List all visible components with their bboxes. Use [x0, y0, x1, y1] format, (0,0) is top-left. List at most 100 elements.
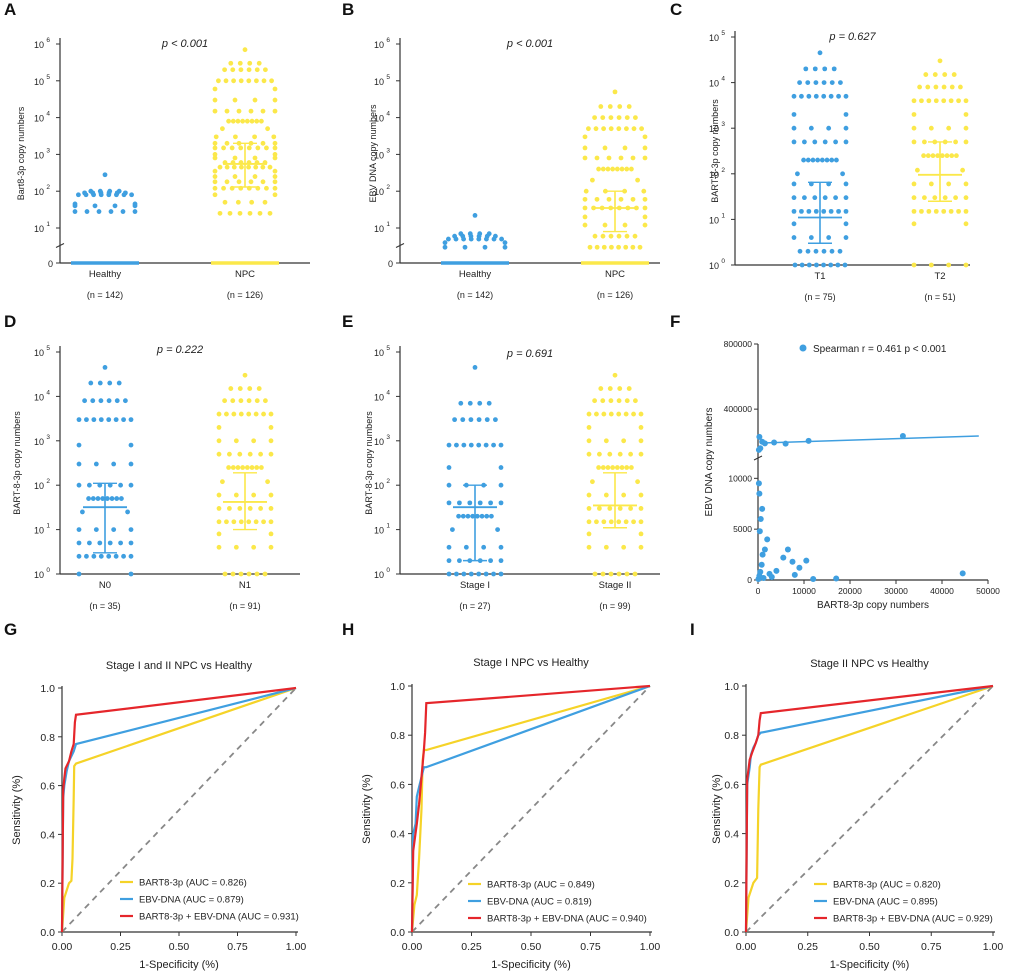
data-point — [810, 157, 816, 163]
data-point — [759, 505, 766, 512]
data-point — [116, 380, 122, 386]
data-point — [582, 222, 588, 228]
data-point — [224, 164, 230, 170]
y-tick-exponent: 1 — [46, 523, 50, 530]
y-tick-label: 10 — [374, 392, 384, 402]
data-point — [72, 209, 78, 214]
data-point — [251, 544, 257, 550]
x-tick-label: 1.00 — [286, 941, 307, 953]
data-point — [624, 166, 630, 172]
data-point — [799, 208, 804, 214]
legend-marker — [799, 344, 807, 352]
data-point — [614, 465, 620, 470]
data-point — [586, 451, 592, 457]
chart-title: Stage II NPC vs Healthy — [810, 658, 929, 670]
data-point — [488, 558, 493, 564]
panel-label-a: A — [4, 0, 17, 19]
data-point — [843, 112, 849, 117]
data-point — [797, 248, 803, 254]
roc-curve-bart8-3p-ebv-dna-auc-0-940 — [410, 684, 651, 933]
data-point — [259, 118, 264, 124]
data-point — [951, 72, 957, 77]
data-point — [272, 86, 278, 92]
data-point — [629, 465, 634, 470]
data-point — [87, 540, 92, 546]
group-label-healthy: Healthy — [459, 269, 491, 280]
data-point — [899, 433, 906, 440]
data-point — [118, 482, 123, 488]
y-tick-exponent: 6 — [46, 37, 50, 44]
data-point — [246, 67, 252, 73]
data-point — [601, 519, 607, 525]
data-point — [942, 72, 948, 77]
data-point — [257, 210, 263, 216]
data-point — [642, 222, 648, 228]
data-point — [806, 262, 812, 268]
data-point — [618, 155, 624, 161]
data-point — [597, 506, 602, 511]
data-point — [246, 398, 252, 404]
data-point — [476, 236, 482, 242]
x-tick-label: 0.75 — [921, 941, 942, 953]
data-point — [812, 139, 818, 145]
y-tick-label: 10 — [34, 392, 44, 402]
data-point — [586, 438, 592, 444]
data-point — [833, 195, 838, 201]
data-point — [826, 235, 832, 240]
data-point — [132, 203, 138, 209]
y-axis-label: EBV DNA copy numbers — [368, 104, 378, 203]
data-point — [608, 571, 614, 577]
data-point — [803, 557, 810, 564]
data-point — [476, 571, 482, 577]
chart-e: 10 0 10 1 10 2 10 3 10 4 10 5 BART-8-3p copy numbers… — [340, 310, 670, 620]
data-point — [963, 125, 969, 131]
data-point — [106, 417, 112, 423]
data-point — [949, 84, 955, 90]
data-point — [828, 208, 834, 214]
data-point — [919, 98, 924, 104]
data-point — [484, 236, 489, 242]
data-point — [843, 208, 849, 214]
y-tick-label: 10 — [709, 124, 719, 134]
p-value-label: p = 0.222 — [156, 344, 203, 356]
data-point — [268, 531, 274, 537]
chart-a: 10 1 10 2 10 3 10 4 10 5 10 6 0 Bart8-3p copy numbers… — [0, 0, 340, 310]
data-point — [112, 203, 118, 209]
data-point — [468, 417, 474, 423]
group-n-label: (n = 35) — [89, 601, 120, 611]
data-point — [843, 221, 849, 227]
data-point — [100, 496, 106, 501]
data-point — [796, 564, 803, 571]
data-point — [213, 134, 219, 140]
data-point — [911, 221, 917, 227]
data-point — [260, 164, 266, 170]
y-axis-label: BART-8-3p copy numbers — [710, 99, 720, 203]
data-point — [222, 67, 228, 73]
data-point — [608, 126, 614, 132]
data-point — [446, 500, 452, 506]
data-point — [626, 104, 632, 109]
data-point — [113, 417, 119, 423]
data-point — [594, 155, 600, 161]
data-point — [843, 195, 849, 201]
data-point — [791, 208, 797, 214]
data-point — [98, 398, 104, 404]
x-tick-label: 30000 — [884, 586, 908, 596]
data-point — [586, 544, 592, 550]
data-point — [76, 540, 82, 546]
data-point — [607, 104, 613, 109]
data-point — [76, 482, 82, 488]
data-point — [821, 248, 827, 254]
y-tick-label: 0.0 — [390, 927, 405, 939]
data-point — [621, 492, 627, 498]
panel-label-c: C — [670, 0, 683, 19]
data-point — [481, 544, 487, 550]
data-point — [446, 442, 452, 448]
group-label-t1: T1 — [814, 271, 825, 282]
data-point — [764, 536, 771, 543]
data-point — [255, 145, 261, 151]
data-point — [226, 465, 232, 470]
data-point — [813, 208, 819, 214]
data-point — [476, 442, 482, 448]
panel-label-b: B — [342, 0, 355, 19]
